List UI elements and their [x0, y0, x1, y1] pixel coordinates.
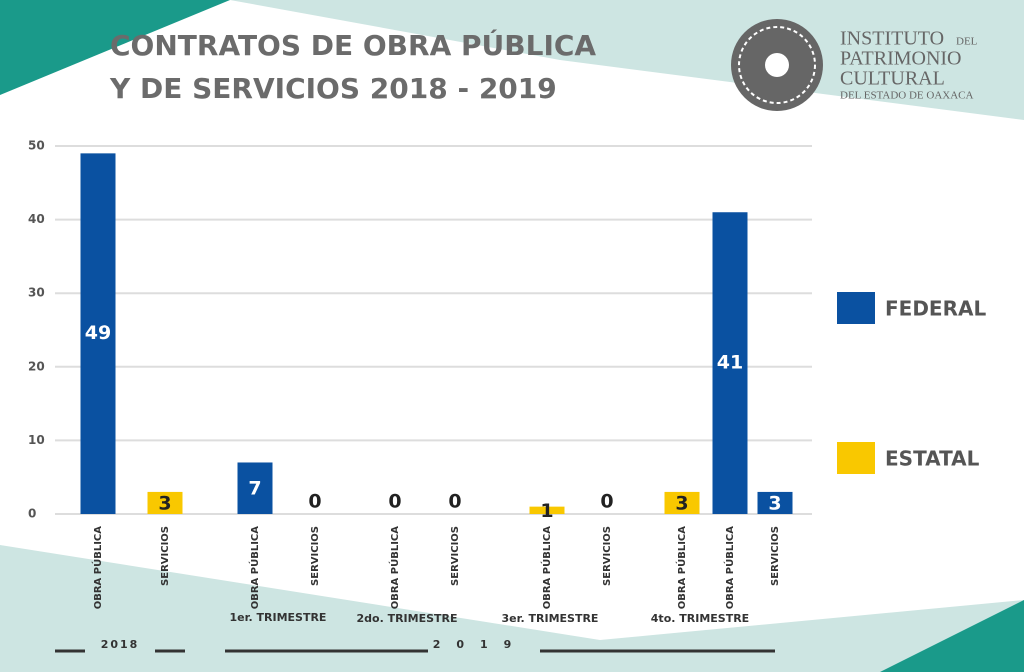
x-tick-label: OBRA PÚBLICA — [675, 526, 688, 610]
group-label: 2019 — [433, 638, 528, 651]
x-tick-label: SERVICIOS — [450, 526, 461, 586]
chart-title: Y DE SERVICIOS 2018 - 2019 — [109, 72, 557, 105]
group-label: 2018 — [101, 638, 140, 651]
logo-mark — [765, 53, 789, 77]
y-tick-label: 10 — [28, 433, 45, 447]
y-tick-label: 20 — [28, 359, 45, 373]
value-label: 1 — [540, 500, 553, 522]
value-label: 49 — [85, 322, 111, 344]
logo-mark — [738, 26, 816, 104]
x-tick-label: OBRA PÚBLICA — [248, 526, 261, 610]
logo-text: PATRIMONIO — [840, 48, 962, 70]
bar — [80, 153, 116, 515]
logo-text: CULTURAL — [840, 68, 945, 90]
x-tick-label: SERVICIOS — [310, 526, 321, 586]
logo-text: DEL ESTADO DE OAXACA — [840, 90, 974, 102]
x-tick-label: SERVICIOS — [602, 526, 613, 586]
chart-title: CONTRATOS DE OBRA PÚBLICA — [110, 28, 596, 62]
logo-text: INSTITUTO — [840, 28, 944, 50]
x-tick-label: OBRA PÚBLICA — [91, 526, 104, 610]
group-label: 4to. TRIMESTRE — [651, 612, 749, 625]
x-tick-label: OBRA PÚBLICA — [540, 526, 553, 610]
value-label: 0 — [448, 491, 461, 513]
value-label: 0 — [308, 491, 321, 513]
group-label: 1er. TRIMESTRE — [230, 611, 327, 624]
decor — [230, 0, 1024, 120]
value-label: 0 — [600, 491, 613, 513]
logo-text: DEL — [956, 36, 978, 48]
y-tick-label: 50 — [28, 139, 45, 153]
group-label: 2do. TRIMESTRE — [356, 612, 457, 625]
decor — [0, 545, 1024, 672]
legend-swatch — [837, 292, 875, 324]
y-tick-label: 30 — [28, 286, 45, 300]
logo: INSTITUTO DEL PATRIMONIO CULTURAL DEL ES… — [731, 19, 978, 111]
value-label: 3 — [675, 492, 688, 514]
x-tick-label: SERVICIOS — [770, 526, 781, 586]
value-label: 3 — [158, 492, 171, 514]
x-tick-label: OBRA PÚBLICA — [388, 526, 401, 610]
y-tick-label: 0 — [28, 507, 36, 521]
y-tick-label: 40 — [28, 212, 45, 226]
legend-swatch — [837, 442, 875, 474]
value-label: 3 — [768, 492, 781, 514]
value-label: 0 — [388, 491, 401, 513]
x-tick-label: SERVICIOS — [160, 526, 171, 586]
decor — [0, 0, 230, 95]
value-label: 41 — [717, 352, 743, 374]
legend-label: FEDERAL — [885, 297, 986, 321]
bar — [237, 462, 273, 514]
bar — [712, 212, 748, 515]
decor — [880, 600, 1024, 672]
group-label: 3er. TRIMESTRE — [502, 612, 599, 625]
bar — [757, 491, 793, 514]
bar — [664, 491, 700, 514]
bar — [529, 506, 565, 514]
legend-label: ESTATAL — [885, 447, 980, 471]
x-tick-label: OBRA PÚBLICA — [723, 526, 736, 610]
value-label: 7 — [248, 478, 261, 500]
bar — [147, 491, 183, 514]
